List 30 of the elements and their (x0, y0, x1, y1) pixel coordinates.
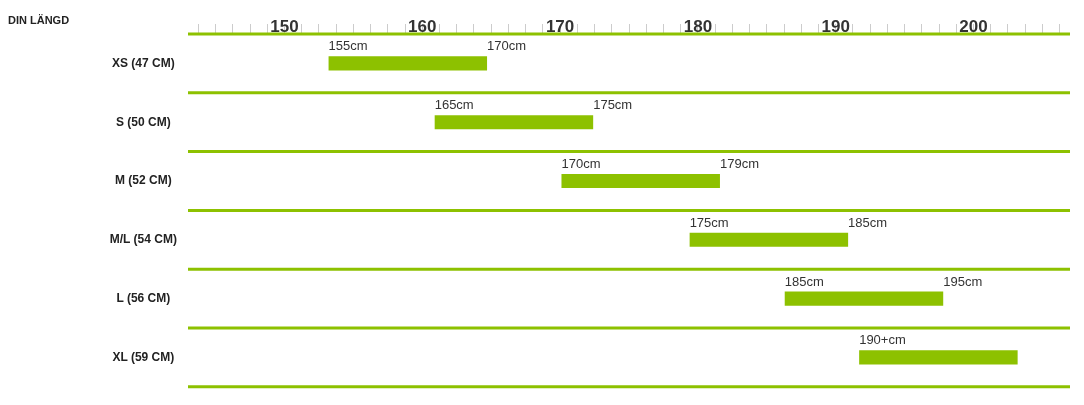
annotation: 175cm (593, 97, 633, 113)
bar (784, 291, 944, 306)
annotation: 155cm (328, 38, 368, 54)
annotation: 190+cm (859, 332, 906, 348)
annotation: 185cm (784, 273, 824, 289)
x-tick-label: 180 (683, 17, 713, 37)
annotation: 185cm (848, 214, 888, 230)
y-tick-label: M/L (54 CM) (109, 232, 177, 247)
y-tick-label: XS (47 CM) (111, 55, 175, 70)
y-tick-label: L (56 CM) (116, 290, 171, 305)
y-tick-label: XL (59 CM) (112, 349, 175, 364)
annotation: 170cm (487, 38, 527, 54)
annotation: 170cm (561, 156, 601, 172)
x-tick-label: 170 (545, 17, 575, 37)
annotation: 165cm (434, 97, 474, 113)
x-tick-label: 150 (270, 17, 299, 37)
bar (434, 115, 594, 130)
x-axis-title: DIN LÄNGD (8, 14, 70, 27)
y-tick-label: M (52 CM) (115, 173, 172, 188)
y-tick-label: S (50 CM) (115, 114, 171, 129)
bar (561, 173, 720, 189)
x-tick-label: 160 (408, 17, 437, 37)
x-tick-label: 200 (959, 17, 988, 37)
annotation: 195cm (943, 273, 983, 289)
annotation: 175cm (689, 214, 729, 230)
bar (689, 232, 849, 247)
annotation: 179cm (719, 156, 759, 172)
x-tick-label: 190 (821, 17, 850, 37)
bar (859, 350, 1018, 365)
bar (328, 56, 488, 71)
